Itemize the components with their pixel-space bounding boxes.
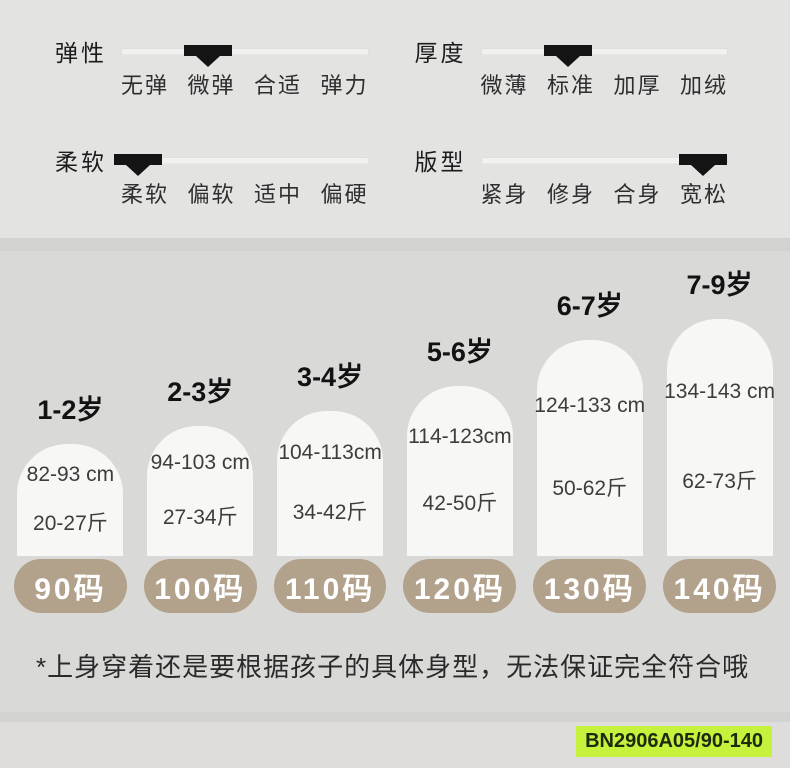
size-pill: 90码 <box>14 559 127 613</box>
size-columns: 1-2岁 82-93 cm 20-27斤 90码 2-3岁 94-103 cm … <box>0 251 790 613</box>
scale-options: 紧身 修身 合身 宽松 <box>481 180 729 210</box>
size-pill: 130码 <box>533 559 647 613</box>
attribute-row: 版型 紧身 修身 合身 宽松 <box>414 147 729 210</box>
height-range: 114-123cm <box>408 424 512 448</box>
weight-range: 62-73斤 <box>682 470 757 493</box>
fit-disclaimer: *上身穿着还是要根据孩子的具体身型，无法保证完全符合哦 <box>36 652 750 682</box>
scale-options: 微薄 标准 加厚 加绒 <box>481 71 729 101</box>
scale-option: 偏硬 <box>320 182 369 207</box>
attribute-row: 弹性 无弹 微弹 合适 弹力 <box>55 38 369 101</box>
size-bar: 124-133 cm 50-62斤 <box>534 340 646 556</box>
size-pill: 110码 <box>273 559 387 613</box>
scale-marker-icon <box>679 154 728 176</box>
product-code-badge: BN2906A05/90-140 <box>576 726 772 757</box>
attribute-name: 厚度 <box>414 40 467 66</box>
size-bar: 104-113cm 34-42斤 <box>277 411 384 556</box>
attributes-section: 弹性 无弹 微弹 合适 弹力 厚度 微薄 标准 加厚 加绒 柔软 <box>0 0 790 238</box>
scale-option: 柔软 <box>121 182 170 207</box>
age-label: 2-3岁 <box>167 377 234 407</box>
attribute-row: 厚度 微薄 标准 加厚 加绒 <box>414 38 729 101</box>
scale-option: 微弹 <box>187 73 236 98</box>
divider-top <box>0 238 790 251</box>
marker-triangle-icon <box>195 56 220 67</box>
scale-option: 合身 <box>613 182 662 207</box>
marker-bar <box>183 45 232 56</box>
attribute-name: 柔软 <box>55 149 107 175</box>
attribute-scale: 柔软 偏软 适中 偏硬 <box>114 147 369 210</box>
scale-option: 无弹 <box>121 73 170 98</box>
attribute-name: 弹性 <box>55 40 107 66</box>
size-bar: 82-93 cm 20-27斤 <box>17 444 124 556</box>
height-range: 124-133 cm <box>534 394 646 417</box>
scale-track <box>480 157 728 164</box>
weight-range: 34-42斤 <box>292 500 368 524</box>
size-chart-section: 1-2岁 82-93 cm 20-27斤 90码 2-3岁 94-103 cm … <box>0 251 790 712</box>
weight-range: 20-27斤 <box>33 511 108 535</box>
size-bar: 114-123cm 42-50斤 <box>406 386 513 556</box>
scale-option: 宽松 <box>679 182 728 207</box>
height-range: 104-113cm <box>278 441 382 465</box>
scale-track <box>121 48 369 55</box>
scale-option: 紧身 <box>480 182 529 207</box>
height-range: 94-103 cm <box>150 451 250 475</box>
scale-option: 加厚 <box>613 73 662 98</box>
age-label: 6-7岁 <box>556 291 623 321</box>
attribute-name: 版型 <box>414 149 467 175</box>
size-pill: 120码 <box>403 559 517 613</box>
attribute-scale: 紧身 修身 合身 宽松 <box>480 147 729 210</box>
scale-option: 标准 <box>546 73 595 98</box>
marker-triangle-icon <box>126 165 151 176</box>
weight-range: 50-62斤 <box>552 477 628 500</box>
size-column: 3-4岁 104-113cm 34-42斤 110码 <box>273 362 387 613</box>
scale-option: 弹力 <box>320 73 369 98</box>
size-column: 5-6岁 114-123cm 42-50斤 120码 <box>403 337 517 613</box>
size-column: 2-3岁 94-103 cm 27-34斤 100码 <box>143 377 257 613</box>
age-label: 3-4岁 <box>297 362 364 392</box>
footer: BN2906A05/90-140 <box>0 722 790 768</box>
size-bar: 94-103 cm 27-34斤 <box>147 426 254 556</box>
scale-marker-icon <box>114 154 163 176</box>
age-label: 5-6岁 <box>426 337 493 367</box>
size-pill: 100码 <box>143 559 257 613</box>
size-column: 6-7岁 124-133 cm 50-62斤 130码 <box>533 291 647 613</box>
size-column: 7-9岁 134-143 cm 62-73斤 140码 <box>663 270 776 613</box>
height-range: 134-143 cm <box>664 380 776 403</box>
scale-options: 柔软 偏软 适中 偏硬 <box>121 180 369 210</box>
marker-bar <box>679 154 728 165</box>
size-pill: 140码 <box>663 559 776 613</box>
scale-option: 微薄 <box>480 73 529 98</box>
scale-option: 修身 <box>546 182 595 207</box>
attribute-row: 柔软 柔软 偏软 适中 偏硬 <box>55 147 369 210</box>
divider-bottom <box>0 712 790 722</box>
marker-bar <box>114 154 163 165</box>
scale-option: 合适 <box>253 73 302 98</box>
age-label: 7-9岁 <box>686 270 753 300</box>
marker-triangle-icon <box>691 165 716 176</box>
age-label: 1-2岁 <box>37 395 104 425</box>
scale-option: 加绒 <box>679 73 728 98</box>
scale-marker-icon <box>544 45 593 67</box>
weight-range: 42-50斤 <box>422 492 498 516</box>
scale-option: 适中 <box>253 182 302 207</box>
size-bar: 134-143 cm 62-73斤 <box>664 319 776 556</box>
scale-option: 偏软 <box>187 182 236 207</box>
scale-marker-icon <box>183 45 232 67</box>
scale-options: 无弹 微弹 合适 弹力 <box>121 71 369 101</box>
scale-track <box>480 48 728 55</box>
height-range: 82-93 cm <box>26 463 115 487</box>
attribute-scale: 微薄 标准 加厚 加绒 <box>480 38 729 101</box>
marker-bar <box>544 45 593 56</box>
marker-triangle-icon <box>556 56 581 67</box>
size-column: 1-2岁 82-93 cm 20-27斤 90码 <box>14 395 127 613</box>
weight-range: 27-34斤 <box>162 505 238 529</box>
attribute-scale: 无弹 微弹 合适 弹力 <box>121 38 369 101</box>
